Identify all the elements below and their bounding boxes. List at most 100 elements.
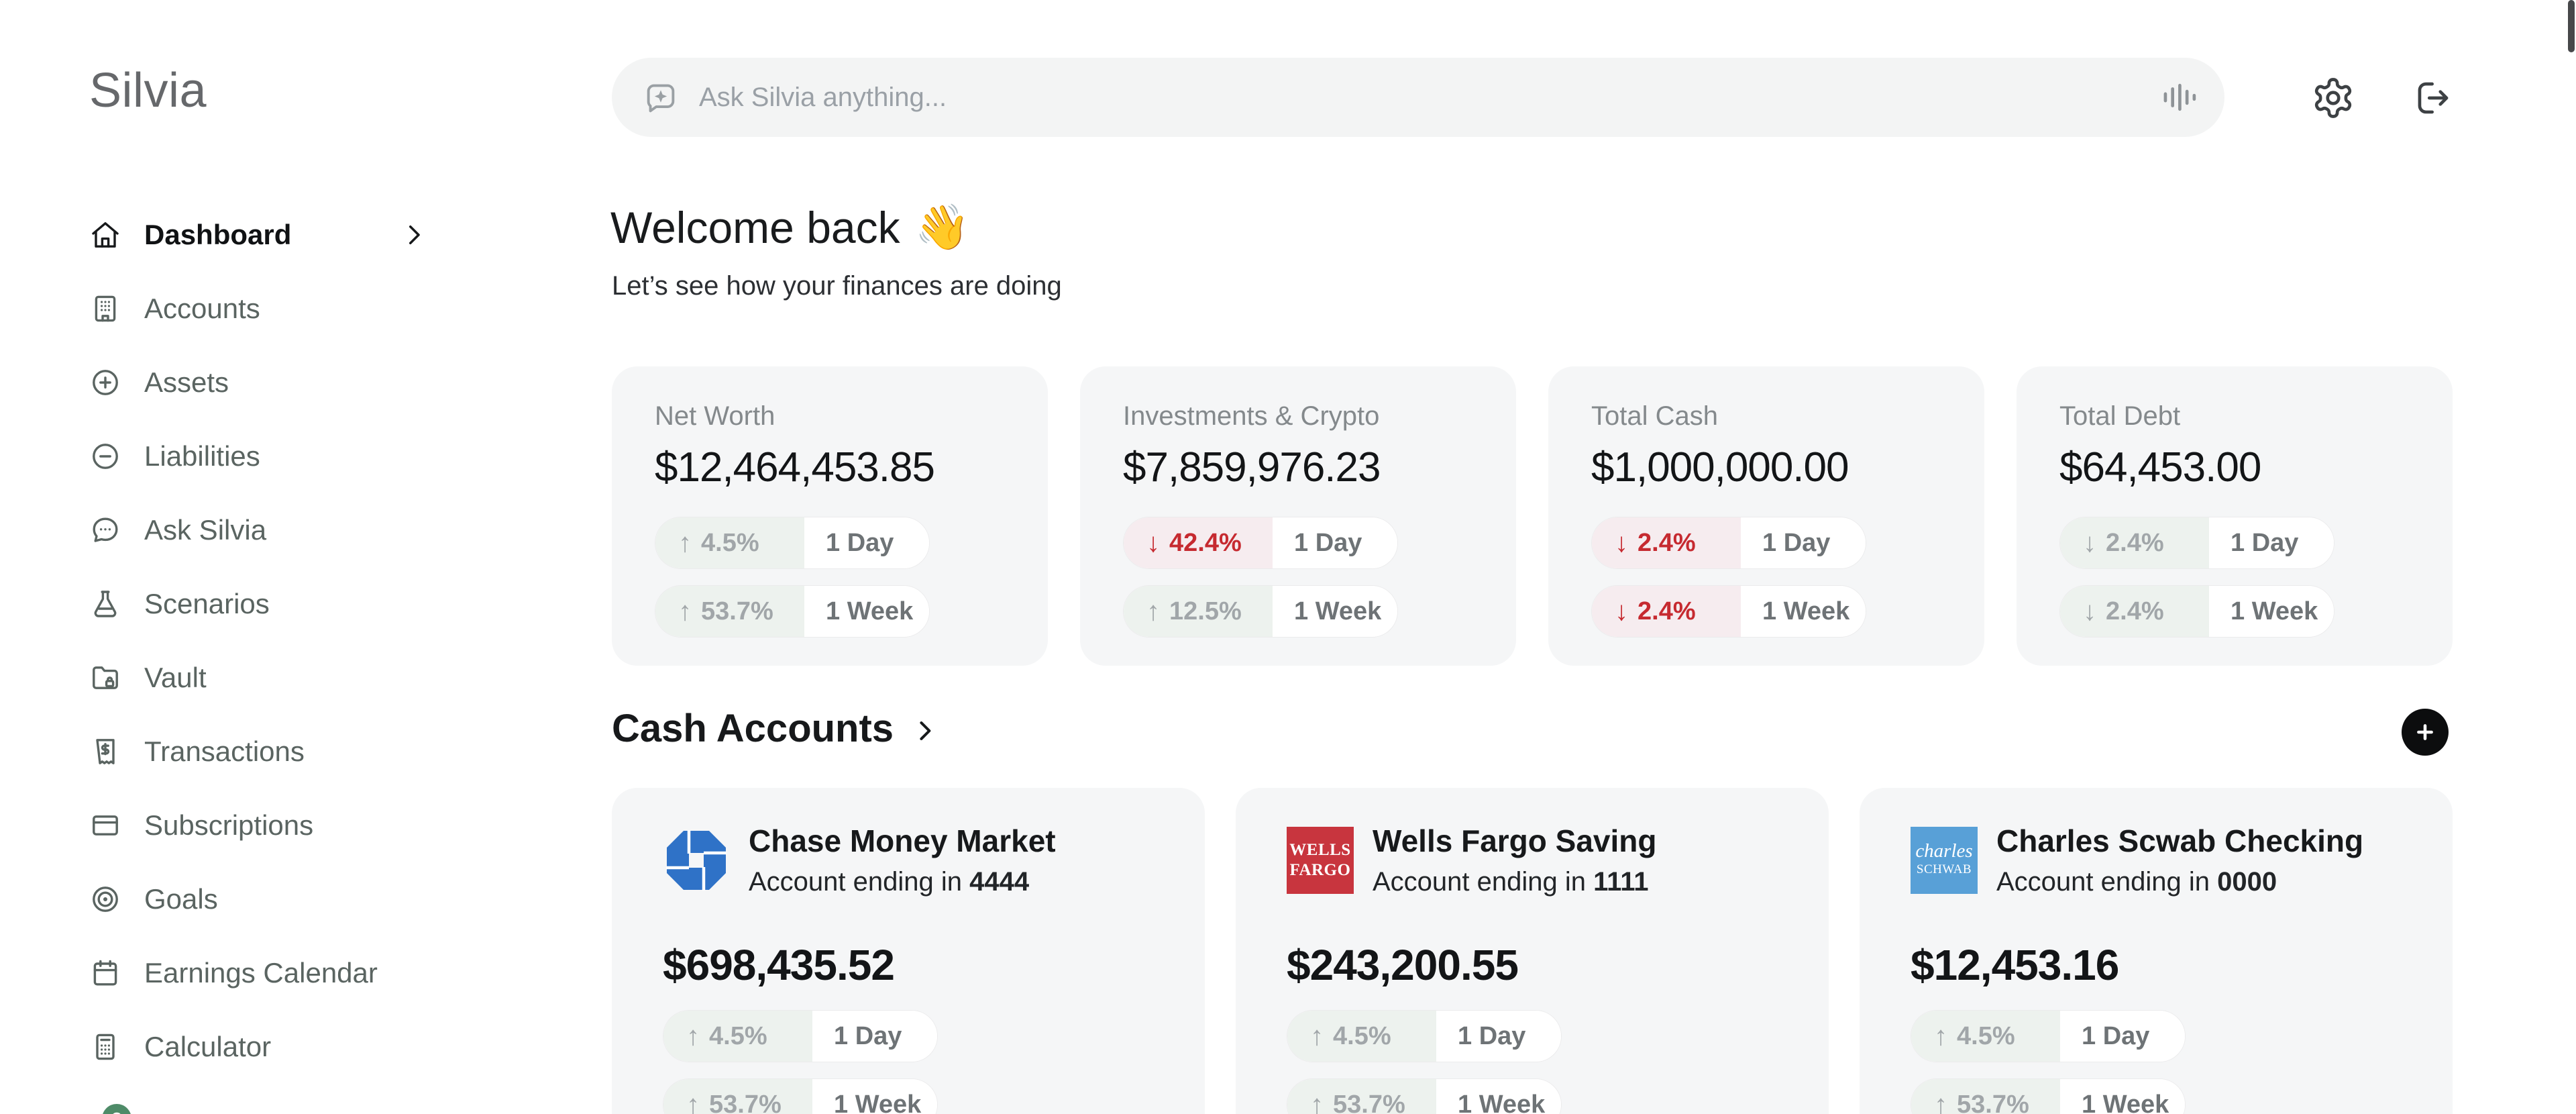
change-period: 1 Day	[826, 528, 894, 557]
settings-gear-icon	[2311, 76, 2355, 120]
settings-button[interactable]	[2309, 74, 2357, 122]
page-subtitle: Let’s see how your finances are doing	[612, 271, 1062, 301]
change-badge: ↑ 53.7% 1 Week	[655, 585, 930, 638]
change-period: 1 Week	[1294, 597, 1382, 625]
sidebar-item-dashboard[interactable]: Dashboard	[0, 198, 428, 272]
change-badge: ↑ 12.5% 1 Week	[1123, 585, 1398, 638]
stat-label: Total Debt	[2059, 401, 2181, 431]
stat-card-total-debt[interactable]: Total Debt $64,453.00 ↓ 2.4% 1 Day ↓ 2.4…	[2017, 366, 2453, 666]
up-arrow-icon: ↑	[678, 596, 692, 626]
sidebar-item-transactions[interactable]: Transactions	[0, 715, 428, 789]
account-balance: $698,435.52	[663, 941, 895, 989]
bank-building-icon	[89, 293, 121, 325]
change-badge: ↑ 53.7% 1 Week	[1287, 1078, 1562, 1114]
change-badge: ↑ 4.5% 1 Day	[663, 1010, 938, 1062]
account-last4: 1111	[1593, 867, 1649, 897]
stat-value: $64,453.00	[2059, 444, 2261, 491]
change-badge: ↓ 2.4% 1 Week	[1591, 585, 1866, 638]
down-arrow-icon: ↓	[1615, 527, 1628, 558]
stat-label: Total Cash	[1591, 401, 1718, 431]
up-arrow-icon: ↑	[1310, 1021, 1324, 1051]
receipt-icon	[89, 736, 121, 768]
change-period: 1 Week	[1458, 1090, 1546, 1114]
change-period: 1 Day	[1458, 1021, 1526, 1050]
change-badge: ↑ 4.5% 1 Day	[1911, 1010, 2186, 1062]
sidebar-item-vault[interactable]: Vault	[0, 641, 428, 715]
chevron-right-icon	[910, 712, 939, 746]
change-badge: ↑ 53.7% 1 Week	[663, 1078, 938, 1114]
sidebar-item-earnings-calendar[interactable]: Earnings Calendar	[0, 936, 428, 1010]
up-arrow-icon: ↑	[1934, 1021, 1947, 1051]
sidebar-item-label: Scenarios	[144, 588, 270, 619]
account-card-schwab[interactable]: charles SCHWAB Charles Scwab Checking Ac…	[1860, 788, 2453, 1114]
stat-value: $7,859,976.23	[1123, 444, 1381, 491]
change-percent: 42.4%	[1169, 528, 1242, 557]
stat-value: $1,000,000.00	[1591, 444, 1849, 491]
change-percent: 4.5%	[701, 528, 759, 557]
logout-button[interactable]	[2407, 74, 2455, 122]
stat-label: Investments & Crypto	[1123, 401, 1380, 431]
charles-schwab-logo: charles SCHWAB	[1911, 826, 1978, 894]
sidebar-item-label: Goals	[144, 883, 218, 915]
down-arrow-icon: ↓	[1146, 527, 1160, 558]
add-account-button[interactable]	[2402, 709, 2449, 756]
change-percent: 4.5%	[1957, 1021, 2015, 1050]
sidebar-item-subscriptions[interactable]: Subscriptions	[0, 789, 428, 862]
sidebar-item-assets[interactable]: Assets	[0, 346, 428, 419]
cash-accounts-header[interactable]: Cash Accounts	[612, 706, 939, 751]
calendar-icon	[89, 957, 121, 989]
sidebar-item-label: Liabilities	[144, 440, 260, 472]
up-arrow-icon: ↑	[1310, 1089, 1324, 1114]
change-badge: ↑ 53.7% 1 Week	[1911, 1078, 2186, 1114]
stat-card-investments-crypto[interactable]: Investments & Crypto $7,859,976.23 ↓ 42.…	[1080, 366, 1516, 666]
chase-logo	[663, 827, 730, 894]
up-arrow-icon: ↑	[1934, 1089, 1947, 1114]
waveform-icon[interactable]	[2160, 79, 2198, 116]
down-arrow-icon: ↓	[2083, 596, 2096, 626]
sidebar-item-label: Transactions	[144, 736, 305, 767]
sidebar-item-liabilities[interactable]: Liabilities	[0, 419, 428, 493]
wells-fargo-logo: WELLS FARGO	[1287, 826, 1354, 894]
plus-icon	[2411, 718, 2439, 746]
sidebar-item-calculator[interactable]: Calculator	[0, 1010, 428, 1084]
account-last4: 0000	[2217, 867, 2277, 897]
account-balance: $243,200.55	[1287, 941, 1519, 989]
account-card-chase[interactable]: Chase Money Market Account ending in 444…	[612, 788, 1205, 1114]
home-icon	[89, 219, 121, 251]
search-input[interactable]	[698, 81, 2160, 113]
change-badge: ↑ 4.5% 1 Day	[655, 517, 930, 569]
sidebar-item-label: Accounts	[144, 293, 260, 324]
scrollbar-thumb[interactable]	[2568, 0, 2575, 52]
account-masked-label: Account ending in	[1373, 867, 1587, 897]
chat-sparkle-icon	[641, 78, 680, 117]
change-badge: ↓ 2.4% 1 Week	[2059, 585, 2334, 638]
change-period: 1 Week	[2082, 1090, 2169, 1114]
up-arrow-icon: ↑	[686, 1089, 700, 1114]
change-period: 1 Week	[826, 597, 914, 625]
change-percent: 53.7%	[1333, 1090, 1405, 1114]
change-badge: ↑ 4.5% 1 Day	[1287, 1010, 1562, 1062]
sidebar-item-label: Dashboard	[144, 219, 292, 250]
change-percent: 2.4%	[2106, 597, 2164, 625]
calculator-icon	[89, 1031, 121, 1063]
change-period: 1 Day	[834, 1021, 902, 1050]
sidebar-item-goals[interactable]: Goals	[0, 862, 428, 936]
stat-card-net-worth[interactable]: Net Worth $12,464,453.85 ↑ 4.5% 1 Day ↑ …	[612, 366, 1048, 666]
help-badge[interactable]: ?	[102, 1104, 131, 1114]
change-percent: 2.4%	[1638, 528, 1696, 557]
sidebar-item-scenarios[interactable]: Scenarios	[0, 567, 428, 641]
change-period: 1 Day	[2231, 528, 2299, 557]
ask-silvia-searchbar[interactable]	[612, 58, 2224, 137]
change-percent: 53.7%	[1957, 1090, 2029, 1114]
sidebar-item-label: Vault	[144, 662, 207, 693]
plus-circle-icon	[89, 366, 121, 399]
sidebar-item-ask-silvia[interactable]: Ask Silvia	[0, 493, 428, 567]
change-period: 1 Day	[1294, 528, 1362, 557]
change-percent: 12.5%	[1169, 597, 1242, 625]
sidebar-item-accounts[interactable]: Accounts	[0, 272, 428, 346]
credit-card-icon	[89, 809, 121, 842]
down-arrow-icon: ↓	[2083, 527, 2096, 558]
account-card-wells-fargo[interactable]: WELLS FARGO Wells Fargo Saving Account e…	[1236, 788, 1829, 1114]
stat-card-total-cash[interactable]: Total Cash $1,000,000.00 ↓ 2.4% 1 Day ↓ …	[1548, 366, 1984, 666]
change-period: 1 Week	[834, 1090, 922, 1114]
